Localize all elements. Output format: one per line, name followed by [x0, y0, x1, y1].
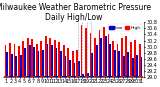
Bar	[141, 57, 142, 77]
Bar	[91, 53, 93, 77]
Bar	[51, 45, 53, 77]
Bar	[9, 43, 11, 77]
Bar	[134, 76, 138, 77]
Bar	[54, 40, 56, 77]
Bar	[125, 76, 129, 77]
Bar	[136, 55, 138, 77]
Bar	[22, 76, 27, 77]
Bar	[60, 51, 62, 77]
Bar	[76, 50, 78, 77]
Bar	[112, 76, 116, 77]
Bar	[42, 50, 44, 77]
Bar	[120, 76, 125, 77]
Bar	[112, 41, 114, 77]
Bar	[31, 39, 33, 77]
Bar	[49, 38, 51, 77]
Bar	[11, 54, 13, 77]
Bar	[74, 63, 75, 77]
Bar	[85, 76, 89, 77]
Bar	[33, 47, 35, 77]
Bar	[78, 61, 80, 77]
Bar	[65, 56, 66, 77]
Bar	[72, 51, 74, 77]
Bar	[18, 76, 22, 77]
Bar	[105, 36, 107, 77]
Bar	[4, 76, 9, 77]
Bar	[24, 48, 26, 77]
Bar	[15, 56, 17, 77]
Bar	[123, 56, 125, 77]
Bar	[116, 44, 118, 77]
Bar	[127, 52, 129, 77]
Bar	[53, 76, 58, 77]
Title: Milwaukee Weather Barometric Pressure
Daily High/Low: Milwaukee Weather Barometric Pressure Da…	[0, 3, 151, 22]
Bar	[58, 76, 62, 77]
Bar	[27, 76, 31, 77]
Bar	[109, 44, 111, 77]
Bar	[85, 28, 87, 77]
Bar	[76, 76, 80, 77]
Bar	[5, 45, 6, 77]
Bar	[108, 34, 109, 77]
Bar	[67, 48, 69, 77]
Bar	[67, 76, 71, 77]
Bar	[13, 76, 18, 77]
Bar	[31, 76, 36, 77]
Bar	[130, 42, 132, 77]
Bar	[22, 41, 24, 77]
Bar	[20, 55, 22, 77]
Bar	[9, 76, 13, 77]
Bar	[62, 76, 67, 77]
Bar	[69, 60, 71, 77]
Bar	[29, 45, 31, 77]
Bar	[58, 42, 60, 77]
Bar	[100, 38, 102, 77]
Bar	[138, 76, 143, 77]
Bar	[80, 76, 85, 77]
Bar	[63, 45, 65, 77]
Bar	[40, 41, 42, 77]
Bar	[49, 76, 53, 77]
Bar	[94, 76, 98, 77]
Bar	[87, 73, 89, 77]
Bar	[18, 46, 20, 77]
Legend: Low, High: Low, High	[108, 24, 142, 31]
Bar	[36, 44, 38, 77]
Bar	[47, 44, 48, 77]
Bar	[107, 76, 112, 77]
Bar	[96, 45, 98, 77]
Bar	[71, 76, 76, 77]
Bar	[14, 44, 15, 77]
Bar	[118, 51, 120, 77]
Bar	[114, 50, 116, 77]
Bar	[40, 76, 44, 77]
Bar	[139, 44, 141, 77]
Bar	[27, 37, 29, 77]
Bar	[81, 25, 82, 77]
Bar	[45, 36, 47, 77]
Bar	[134, 40, 136, 77]
Bar	[125, 36, 127, 77]
Bar	[94, 37, 96, 77]
Bar	[99, 30, 100, 77]
Bar	[82, 74, 84, 77]
Bar	[98, 76, 103, 77]
Bar	[89, 76, 94, 77]
Bar	[116, 76, 120, 77]
Bar	[56, 48, 57, 77]
Bar	[103, 76, 107, 77]
Bar	[6, 52, 8, 77]
Bar	[129, 76, 134, 77]
Bar	[103, 27, 105, 77]
Bar	[44, 76, 49, 77]
Bar	[38, 51, 40, 77]
Bar	[132, 58, 133, 77]
Bar	[90, 33, 91, 77]
Bar	[121, 38, 123, 77]
Bar	[36, 76, 40, 77]
